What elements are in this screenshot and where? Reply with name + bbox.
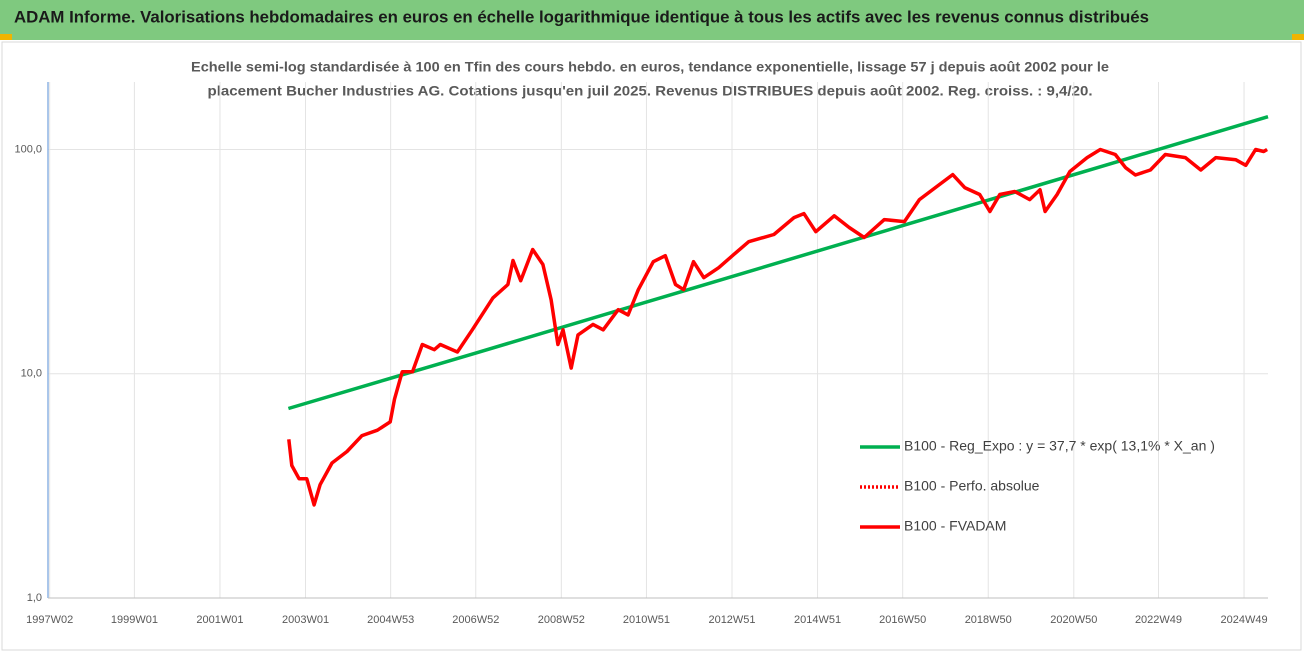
series-line bbox=[287, 147, 1268, 507]
x-tick-label: 2018W50 bbox=[965, 614, 1012, 626]
y-tick-label: 10,0 bbox=[21, 368, 42, 380]
chart-title: ADAM Informe. Valorisations hebdomadaire… bbox=[14, 7, 1149, 26]
x-tick-label: 2003W01 bbox=[282, 614, 329, 626]
x-tick-label: 2001W01 bbox=[196, 614, 243, 626]
x-tick-label: 1997W02 bbox=[26, 614, 73, 626]
x-tick-label: 2004W53 bbox=[367, 614, 414, 626]
y-tick-label: 1,0 bbox=[27, 592, 42, 604]
y-tick-label: 100,0 bbox=[14, 143, 42, 155]
x-tick-label: 2010W51 bbox=[623, 614, 670, 626]
chart-frame bbox=[1, 41, 1302, 651]
header-bar bbox=[0, 0, 1304, 40]
x-tick-label: 2016W50 bbox=[879, 614, 926, 626]
x-tick-label: 2022W49 bbox=[1135, 614, 1182, 626]
legend-label: B100 - FVADAM bbox=[904, 518, 1006, 534]
series-line bbox=[287, 115, 1269, 411]
x-tick-label: 1999W01 bbox=[111, 614, 158, 626]
x-tick-label: 2024W49 bbox=[1220, 614, 1267, 626]
x-tick-label: 2020W50 bbox=[1050, 614, 1097, 626]
legend-label: B100 - Perfo. absolue bbox=[904, 478, 1040, 494]
x-tick-label: 2012W51 bbox=[708, 614, 755, 626]
header-accent bbox=[0, 34, 12, 40]
header-accent bbox=[1292, 34, 1304, 40]
legend-label: B100 - Reg_Expo : y = 37,7 * exp( 13,1% … bbox=[904, 438, 1215, 454]
chart-subtitle: Echelle semi-log standardisée à 100 en T… bbox=[191, 59, 1109, 75]
x-tick-label: 2008W52 bbox=[538, 614, 585, 626]
chart-subtitle: placement Bucher Industries AG. Cotation… bbox=[208, 83, 1093, 99]
x-tick-label: 2014W51 bbox=[794, 614, 841, 626]
x-tick-label: 2006W52 bbox=[452, 614, 499, 626]
